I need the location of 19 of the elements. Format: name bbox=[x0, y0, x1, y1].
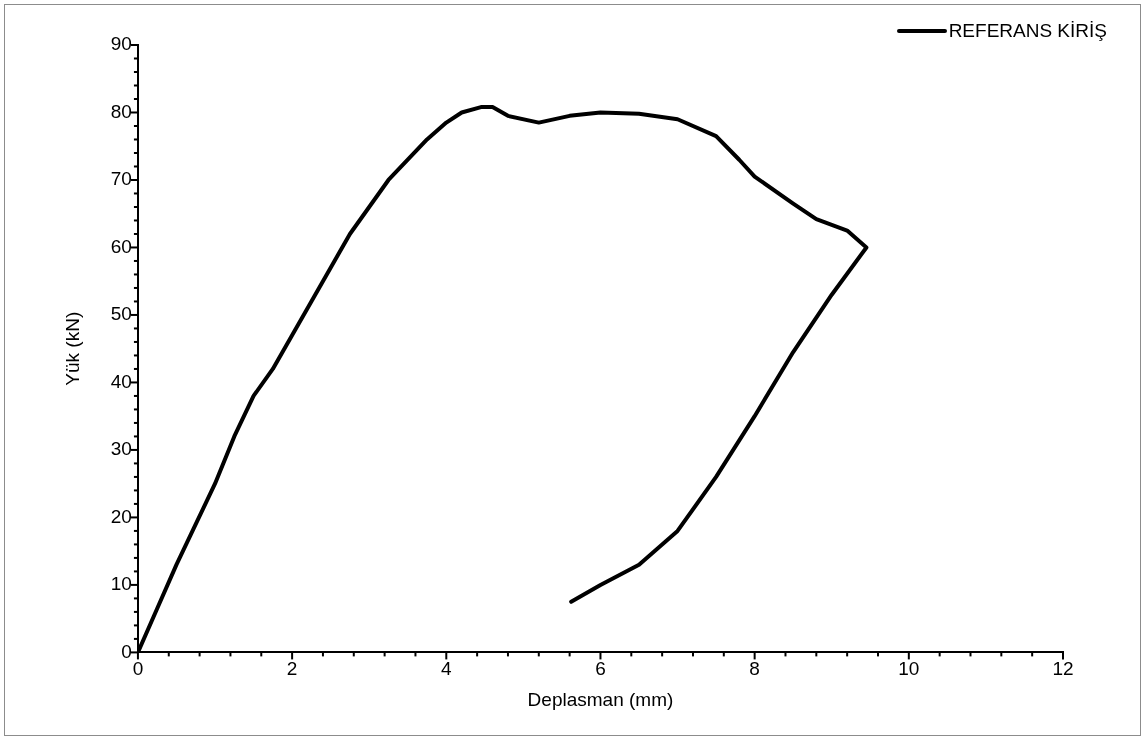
x-tick-label: 6 bbox=[595, 658, 606, 680]
x-tick-label: 4 bbox=[441, 658, 452, 680]
x-axis-title: Deplasman (mm) bbox=[527, 688, 674, 710]
y-tick-label: 70 bbox=[110, 168, 132, 190]
y-axis-title: Yük (kN) bbox=[61, 311, 83, 386]
x-tick-label: 12 bbox=[1052, 658, 1074, 680]
x-tick-label: 2 bbox=[286, 658, 298, 680]
y-tick-label: 90 bbox=[110, 33, 132, 55]
x-tick-label: 8 bbox=[749, 658, 760, 680]
y-tick-label: 10 bbox=[110, 573, 132, 595]
y-tick-label: 40 bbox=[110, 370, 132, 392]
x-tick-label: 10 bbox=[898, 658, 920, 680]
y-tick-label: 50 bbox=[110, 303, 132, 325]
y-tick-label: 80 bbox=[110, 100, 132, 122]
y-tick-label: 0 bbox=[121, 640, 132, 662]
y-tick-label: 20 bbox=[110, 505, 132, 527]
y-tick-label: 60 bbox=[110, 235, 132, 257]
y-tick-label: 30 bbox=[110, 438, 132, 460]
legend-label: REFERANS KİRİŞ bbox=[948, 20, 1107, 42]
